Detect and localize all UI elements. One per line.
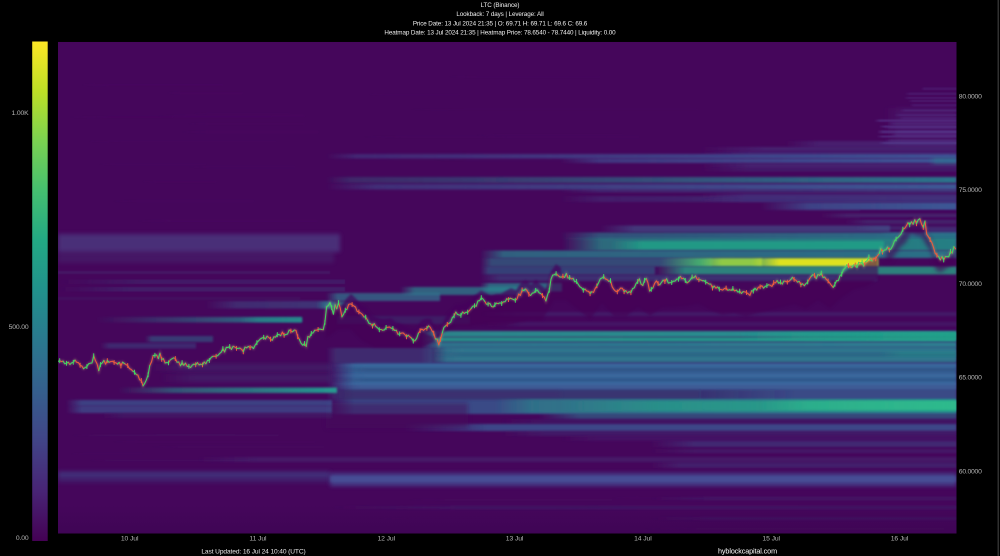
svg-text:Last Updated: 16 Jul 24 10:40: Last Updated: 16 Jul 24 10:40 (UTC)	[201, 549, 305, 556]
svg-text:13 Jul: 13 Jul	[506, 536, 524, 543]
svg-text:10 Jul: 10 Jul	[121, 536, 139, 543]
svg-text:16 Jul: 16 Jul	[891, 536, 909, 543]
svg-text:70.0000: 70.0000	[959, 281, 982, 288]
svg-text:60.0000: 60.0000	[959, 468, 982, 475]
svg-text:500.00: 500.00	[9, 324, 29, 331]
svg-text:80.0000: 80.0000	[959, 93, 982, 100]
svg-text:65.0000: 65.0000	[959, 375, 982, 382]
svg-text:15 Jul: 15 Jul	[762, 536, 780, 543]
svg-text:Heatmap Date: 13 Jul 2024 21:3: Heatmap Date: 13 Jul 2024 21:35 | Heatma…	[384, 30, 616, 37]
svg-text:Price Date: 13 Jul 2024 21:35: Price Date: 13 Jul 2024 21:35 | O: 69.71…	[413, 20, 588, 27]
svg-text:Lookback: 7 days | Leverage: A: Lookback: 7 days | Leverage: All	[456, 11, 543, 18]
svg-text:1.00K: 1.00K	[11, 110, 29, 117]
svg-text:0.00: 0.00	[16, 535, 29, 542]
svg-text:14 Jul: 14 Jul	[634, 536, 652, 543]
svg-text:LTC (Binance): LTC (Binance)	[481, 2, 520, 9]
svg-text:11 Jul: 11 Jul	[249, 536, 267, 543]
svg-text:75.0000: 75.0000	[959, 187, 982, 194]
svg-text:12 Jul: 12 Jul	[377, 536, 395, 543]
svg-text:hyblockcapital.com: hyblockcapital.com	[718, 547, 777, 556]
